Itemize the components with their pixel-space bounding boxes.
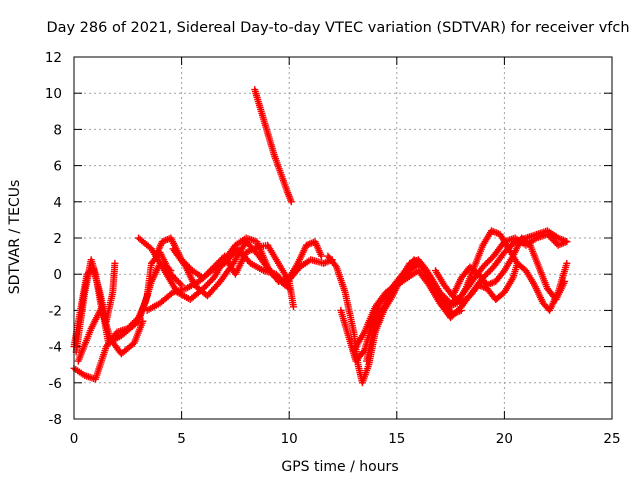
data-point-marker (205, 278, 213, 286)
data-point-marker (487, 266, 495, 274)
y-tick-label: -8 (49, 412, 62, 428)
data-point-marker (503, 245, 511, 253)
y-tick-label: 6 (53, 159, 62, 175)
data-point-marker (563, 259, 571, 267)
series-sat-track-8 (143, 245, 293, 314)
data-point-marker (201, 283, 209, 291)
y-tick-label: 10 (45, 86, 62, 102)
data-point-marker (513, 259, 521, 267)
y-tick-label: -2 (49, 303, 62, 319)
data-point-marker (454, 306, 462, 314)
data-point-marker (485, 257, 493, 265)
data-point-marker (176, 280, 184, 288)
data-point-marker (139, 317, 147, 325)
x-tick-label: 15 (388, 431, 405, 447)
data-point-marker (548, 235, 556, 243)
data-point-marker (317, 252, 325, 260)
data-point-marker (173, 276, 181, 284)
data-point-marker (444, 296, 452, 304)
data-point-marker (550, 237, 558, 245)
data-point-marker (440, 293, 448, 301)
data-point-marker (420, 266, 428, 274)
y-tick-label: 8 (53, 122, 62, 138)
y-tick-label: 12 (45, 50, 62, 66)
data-point-marker (487, 255, 495, 263)
data-point-marker (479, 263, 487, 271)
y-tick-label: -6 (49, 376, 62, 392)
data-point-marker (111, 259, 119, 267)
data-point-marker (500, 248, 508, 256)
data-point-marker (563, 238, 571, 246)
data-point-marker (442, 295, 450, 303)
data-point-marker (482, 260, 490, 268)
data-point-marker (416, 261, 424, 269)
data-point-marker (439, 291, 447, 299)
data-point-marker (507, 242, 515, 250)
data-point-marker (285, 285, 293, 293)
x-tick-label: 5 (177, 431, 186, 447)
data-point-marker (447, 314, 455, 322)
data-point-marker (483, 258, 491, 266)
data-point-marker (216, 257, 224, 265)
y-axis-ticks: -8 -6 -4 -2 0 2 4 6 8 10 12 (45, 50, 612, 428)
data-point-marker (417, 262, 425, 270)
data-point-marker (287, 198, 295, 206)
series-sat-track-4 (72, 256, 147, 358)
series-sat-track-15 (432, 259, 521, 307)
data-point-marker (451, 309, 459, 317)
data-point-marker (414, 259, 422, 267)
data-point-marker (202, 282, 210, 290)
data-point-marker (422, 267, 430, 275)
data-point-marker (204, 280, 212, 288)
data-point-marker (450, 311, 458, 319)
data-point-marker (175, 278, 183, 286)
data-point-marker (480, 261, 488, 269)
y-tick-label: 0 (53, 267, 62, 283)
y-tick-label: 4 (53, 195, 62, 211)
x-tick-label: 10 (281, 431, 298, 447)
x-tick-label: 0 (70, 431, 79, 447)
data-point-marker (543, 230, 551, 238)
plot-frame (73, 56, 613, 420)
x-axis-label: GPS time / hours (281, 459, 398, 475)
data-point-marker (359, 348, 367, 356)
data-point-marker (545, 232, 553, 240)
data-point-marker (483, 269, 491, 277)
data-point-marker (551, 238, 559, 246)
data-point-marker (171, 275, 179, 283)
x-tick-label: 20 (496, 431, 513, 447)
data-point-marker (561, 277, 569, 285)
data-point-marker (284, 283, 292, 291)
data-point-marker (437, 290, 445, 298)
data-point-marker (482, 271, 490, 279)
data-point-marker (485, 268, 493, 276)
data-point-marker (448, 312, 456, 320)
series-sat-track-9 (251, 86, 295, 206)
data-point-marker (207, 277, 215, 285)
data-point-marker (505, 244, 513, 252)
x-tick-label: 25 (603, 431, 620, 447)
data-point-marker (331, 261, 339, 269)
data-point-marker (436, 288, 444, 296)
chart-title: Day 286 of 2021, Sidereal Day-to-day VTE… (46, 20, 629, 36)
data-point-marker (502, 247, 510, 255)
data-point-marker (290, 303, 298, 311)
y-axis-label: SDTVAR / TECUs (7, 180, 23, 295)
plot-area-marks (70, 86, 571, 387)
data-point-marker (419, 264, 427, 272)
y-tick-label: 2 (53, 231, 62, 247)
series-sat-track-13 (363, 230, 571, 365)
data-point-marker (453, 307, 461, 315)
data-point-marker (547, 233, 555, 241)
y-tick-label: -4 (49, 340, 62, 356)
